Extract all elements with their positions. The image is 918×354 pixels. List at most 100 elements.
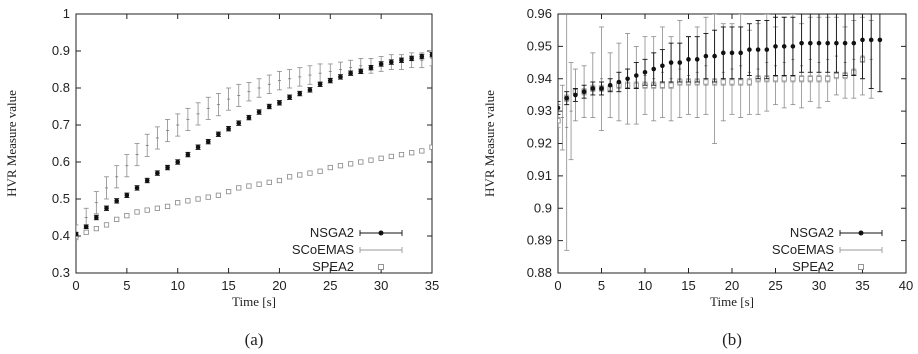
y-axis-label: HVR Measure value [482,90,497,197]
data-point [399,57,404,63]
data-point [738,50,743,56]
y-tick-label: 0.96 [527,6,552,21]
y-tick-label: 1 [63,6,70,21]
series-scoemas [76,50,432,241]
data-point [368,65,374,70]
data-point [409,150,415,156]
data-point [419,54,425,59]
data-point [772,76,779,82]
legend-label: SCoEMAS [292,242,354,257]
plot-frame [75,13,433,274]
data-point [327,78,333,83]
data-point [816,40,822,46]
data-point [790,76,796,82]
x-tick-label: 15 [681,278,695,293]
x-tick-label: 5 [598,278,605,293]
y-tick-label: 0.9 [534,200,552,215]
data-point [216,131,221,137]
legend-label: NSGA2 [790,225,834,240]
x-tick-label: 0 [554,278,561,293]
data-point [175,159,181,165]
data-point [668,60,674,65]
data-point [144,178,150,183]
data-point [659,82,666,88]
data-point [277,100,282,106]
data-point [307,87,313,93]
data-point [226,126,231,131]
legend-label: SCoEMAS [772,242,834,257]
data-point [712,53,717,59]
data-point [256,181,262,187]
data-point [720,79,726,85]
data-point [144,207,150,213]
data-point [799,76,805,82]
data-point [877,37,883,43]
y-tick-label: 0.89 [527,233,552,248]
plot-area [76,50,432,241]
data-point [368,157,374,163]
y-tick-label: 0.7 [52,117,70,132]
data-point [286,174,293,180]
data-point [429,144,432,150]
data-point [686,57,691,62]
data-point [317,82,323,87]
y-tick-label: 0.94 [527,71,552,86]
data-point [599,86,604,91]
data-point [807,76,813,82]
data-point [398,151,405,158]
plot-area [558,14,883,251]
data-point [677,60,683,65]
x-axis-label: Time [s] [232,294,276,309]
x-tick-label: 15 [221,278,235,293]
data-point [225,188,232,195]
legend-label: NSGA2 [310,225,354,240]
y-tick-label: 0.91 [527,168,552,183]
data-point [842,40,848,46]
data-point [808,40,813,46]
series-spea2 [76,144,432,239]
x-tick-label: 20 [725,278,739,293]
data-point [419,148,425,154]
x-tick-label: 5 [123,278,130,293]
y-tick-label: 0.6 [52,154,70,169]
data-point [83,229,89,235]
data-point [236,185,242,191]
y-tick-label: 0.8 [52,80,70,95]
legend-label: SPEA2 [792,259,834,274]
data-point [625,76,630,82]
data-point [337,163,344,169]
data-point [747,47,752,52]
data-point [297,91,303,96]
data-point [694,57,700,62]
data-point [729,79,735,85]
y-tick-label: 0.92 [527,136,552,151]
data-point [389,59,394,65]
data-point [297,172,303,178]
data-point [429,52,432,57]
data-point [154,205,160,211]
data-point [729,50,735,56]
data-point [358,69,364,74]
data-point [564,95,569,101]
data-point [660,63,665,69]
data-point [348,161,354,167]
data-point [851,40,857,46]
y-tick-label: 0.4 [52,228,70,243]
data-point [816,76,822,82]
x-tick-label: 30 [812,278,826,293]
data-point [651,66,656,72]
legend-marker [378,264,384,270]
y-tick-label: 0.88 [527,265,552,280]
data-point [764,47,770,52]
data-point [409,56,414,61]
data-point [83,224,89,230]
data-point [348,70,353,76]
panel-caption: (a) [245,330,264,349]
data-point [703,79,709,85]
data-point [114,198,119,204]
data-point [256,109,262,115]
data-point [755,47,761,52]
data-point [581,89,587,94]
data-point [799,40,804,46]
data-point [246,183,252,189]
